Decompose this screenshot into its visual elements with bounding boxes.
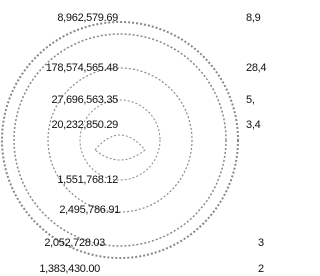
- amount: 1,551,768.12: [18, 174, 118, 186]
- seal: [0, 0, 270, 276]
- amount: 1,383,430.00: [0, 263, 100, 275]
- right-fragment: 3: [258, 237, 264, 249]
- right-fragment: 3,4: [246, 119, 260, 131]
- amount: 2,495,786.91: [20, 204, 120, 216]
- right-fragment: 28,4: [246, 62, 266, 74]
- amount: 2,052,728.03: [5, 237, 105, 249]
- amount: 8,962,579.69: [18, 12, 118, 24]
- amount: 178,574,565.48: [18, 62, 118, 74]
- right-fragment: 5,: [246, 94, 255, 106]
- right-fragment: 2: [258, 263, 264, 275]
- right-fragment: 8,9: [246, 12, 260, 24]
- amount: 20,232,850.29: [18, 119, 118, 131]
- page: {"amounts": ["8,962,579.69", "178,574,56…: [0, 0, 270, 276]
- amount: 27,696,563.35: [18, 94, 118, 106]
